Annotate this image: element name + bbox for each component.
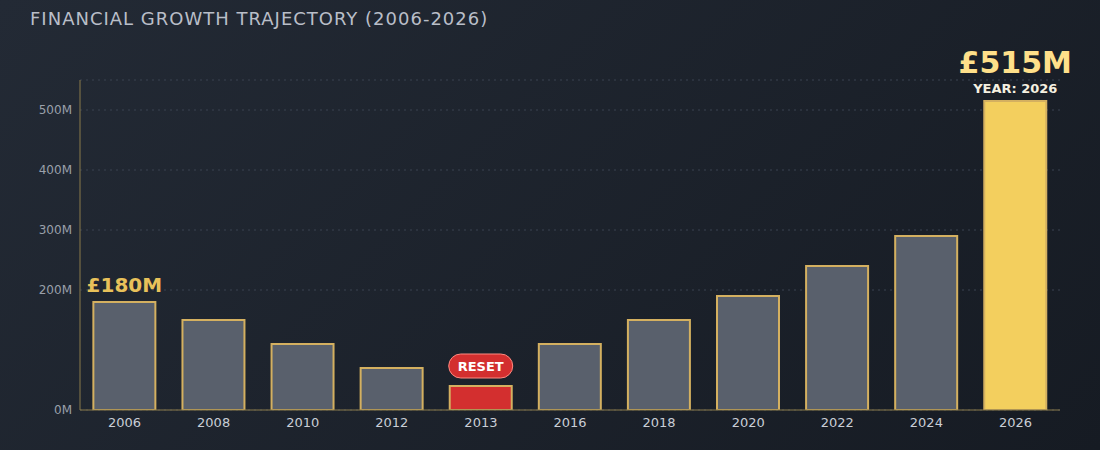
svg-text:2006: 2006 [108,415,141,430]
svg-text:2022: 2022 [821,415,854,430]
svg-text:200M: 200M [39,283,72,297]
svg-text:2010: 2010 [286,415,319,430]
svg-text:2026: 2026 [999,415,1032,430]
svg-text:2012: 2012 [375,415,408,430]
svg-text:2013: 2013 [464,415,497,430]
svg-text:2024: 2024 [910,415,943,430]
svg-text:£180M: £180M [87,273,163,297]
svg-text:2018: 2018 [643,415,676,430]
svg-text:500M: 500M [39,103,72,117]
svg-text:2008: 2008 [197,415,230,430]
svg-text:400M: 400M [39,163,72,177]
svg-text:RESET: RESET [458,359,504,374]
html-text:FINANCIAL GROWTH TRAJECTORY (2: FINANCIAL GROWTH TRAJECTORY (2006-2026) [30,8,489,29]
svg-text:2020: 2020 [732,415,765,430]
svg-text:300M: 300M [39,223,72,237]
svg-text:YEAR: 2026: YEAR: 2026 [972,81,1057,96]
svg-text:£515M: £515M [959,45,1072,80]
svg-text:2016: 2016 [553,415,586,430]
svg-text:0M: 0M [54,403,72,417]
